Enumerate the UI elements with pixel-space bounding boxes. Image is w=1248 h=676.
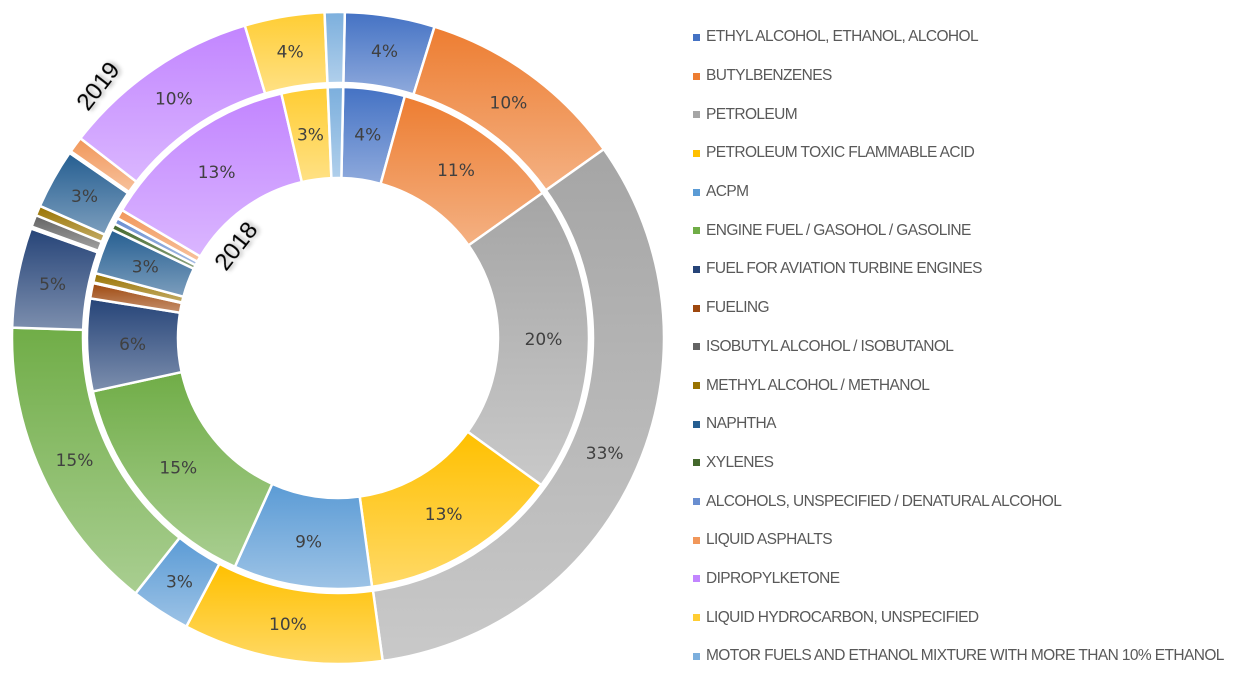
slice-2018 — [465, 190, 591, 487]
legend-swatch — [693, 265, 700, 273]
legend-item: XYLENES — [693, 444, 1248, 483]
legend-item: MOTOR FUELS AND ETHANOL MIXTURE WITH MOR… — [693, 637, 1248, 676]
data-label-2018: 11% — [437, 161, 475, 181]
data-label-2019: 5% — [39, 275, 66, 295]
data-label-2019: 4% — [277, 42, 304, 62]
legend-swatch — [693, 652, 700, 660]
legend-swatch — [693, 343, 700, 351]
data-label-2018: 3% — [132, 258, 159, 278]
chart-legend: ETHYL ALCOHOL, ETHANOL, ALCOHOL BUTYLBENZ… — [693, 18, 1248, 676]
legend-swatch — [693, 459, 700, 467]
data-label-2018: 20% — [525, 330, 563, 350]
data-label-2019: 10% — [490, 94, 528, 114]
legend-swatch — [693, 420, 700, 428]
legend-item: ETHYL ALCOHOL, ETHANOL, ALCOHOL — [693, 18, 1248, 57]
legend-item: ENGINE FUEL / GASOHOL / GASOLINE — [693, 211, 1248, 250]
legend-item: ACPM — [693, 173, 1248, 212]
data-label-2018: 3% — [297, 125, 324, 145]
slice-2019 — [323, 10, 347, 85]
legend-item: NAPHTHA — [693, 405, 1248, 444]
legend-label: LIQUID ASPHALTS — [706, 531, 833, 549]
data-label-2018: 6% — [119, 335, 146, 355]
legend-label: LIQUID HYDROCARBON, UNSPECIFIED — [706, 608, 979, 626]
legend-swatch — [693, 188, 700, 196]
legend-label: FUELING — [706, 299, 770, 317]
legend-label: FUEL FOR AVIATION TURBINE ENGINES — [706, 260, 983, 278]
legend-label: METHYL ALCOHOL / METHANOL — [706, 376, 930, 394]
slice-2018 — [326, 85, 345, 180]
legend-item: METHYL ALCOHOL / METHANOL — [693, 366, 1248, 405]
legend-item: DIPROPYLKETONE — [693, 560, 1248, 599]
data-label-2019: 3% — [166, 572, 193, 592]
data-label-2018: 13% — [198, 163, 236, 183]
legend-label: ETHYL ALCOHOL, ETHANOL, ALCOHOL — [706, 28, 979, 46]
legend-label: NAPHTHA — [706, 415, 776, 433]
legend-swatch — [693, 149, 700, 157]
legend-item: LIQUID ASPHALTS — [693, 521, 1248, 560]
legend-item: ISOBUTYL ALCOHOL / ISOBUTANOL — [693, 328, 1248, 367]
legend-item: FUELING — [693, 289, 1248, 328]
legend-swatch — [693, 72, 700, 80]
data-label-2019: 33% — [586, 444, 624, 464]
legend-item: PETROLEUM — [693, 95, 1248, 134]
legend-swatch — [693, 575, 700, 583]
legend-label: XYLENES — [706, 453, 774, 471]
data-label-2018: 4% — [354, 126, 381, 146]
legend-item: BUTYLBENZENES — [693, 57, 1248, 96]
data-label-2018: 13% — [425, 505, 463, 525]
data-label-2019: 10% — [155, 89, 193, 109]
legend-label: ACPM — [706, 183, 749, 201]
legend-label: ALCOHOLS, UNSPECIFIED / DENATURAL ALCOHO… — [706, 492, 1062, 510]
legend-label: PETROLEUM — [706, 105, 798, 123]
data-label-2019: 10% — [269, 615, 307, 635]
data-label-2018: 15% — [159, 458, 197, 478]
legend-swatch — [693, 614, 700, 622]
legend-label: DIPROPYLKETONE — [706, 569, 840, 587]
legend-label: PETROLEUM TOXIC FLAMMABLE ACID — [706, 144, 975, 162]
legend-item: LIQUID HYDROCARBON, UNSPECIFIED — [693, 598, 1248, 637]
legend-swatch — [693, 382, 700, 390]
legend-swatch — [693, 304, 700, 312]
legend-item: ALCOHOLS, UNSPECIFIED / DENATURAL ALCOHO… — [693, 482, 1248, 521]
legend-label: MOTOR FUELS AND ETHANOL MIXTURE WITH MOR… — [706, 647, 1224, 665]
legend-swatch — [693, 111, 700, 119]
slice-2019 — [371, 147, 666, 663]
data-label-2018: 9% — [295, 532, 322, 552]
legend-label: BUTYLBENZENES — [706, 67, 832, 85]
legend-swatch — [693, 536, 700, 544]
legend-swatch — [693, 227, 700, 235]
data-label-2019: 15% — [56, 451, 94, 471]
legend-item: PETROLEUM TOXIC FLAMMABLE ACID — [693, 134, 1248, 173]
doughnut-chart: 4% 10% 33% 10% 3% 15% 5% 3% 10% 4% 4% 11% 20% 13% 9% 15… — [10, 10, 666, 666]
legend-swatch — [693, 33, 700, 41]
data-label-2019: 4% — [371, 42, 398, 62]
legend-item: FUEL FOR AVIATION TURBINE ENGINES — [693, 250, 1248, 289]
legend-swatch — [693, 498, 700, 506]
legend-label: ISOBUTYL ALCOHOL / ISOBUTANOL — [706, 337, 954, 355]
data-label-2019: 3% — [71, 187, 98, 207]
legend-label: ENGINE FUEL / GASOHOL / GASOLINE — [706, 221, 971, 239]
